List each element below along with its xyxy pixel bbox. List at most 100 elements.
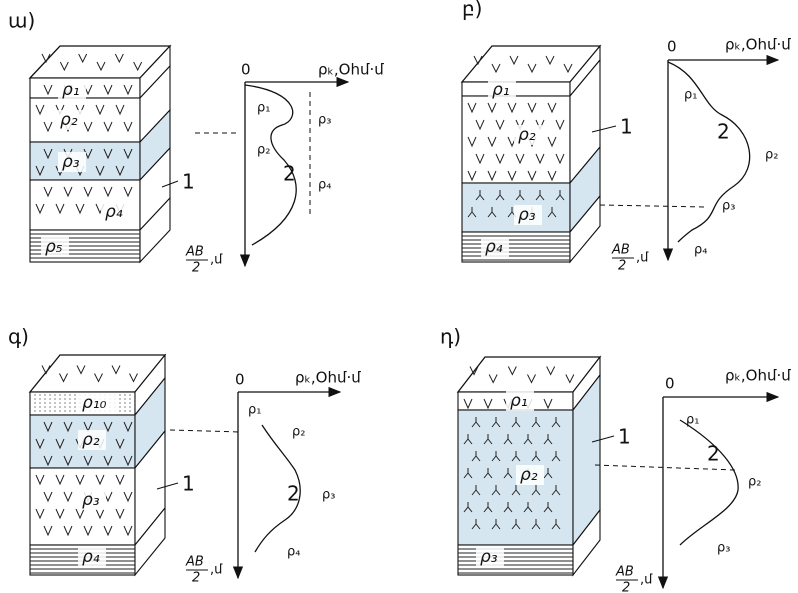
- y-axis-unit: ,մ: [636, 251, 649, 266]
- dot: [124, 398, 125, 399]
- dot: [64, 394, 65, 395]
- dot: [34, 394, 35, 395]
- y-axis-den: 2: [192, 571, 200, 586]
- marker-label: 1: [618, 425, 631, 449]
- dot: [44, 394, 45, 395]
- dot: [49, 398, 50, 399]
- y-axis-den: 2: [192, 261, 200, 276]
- origin-label: 0: [665, 375, 675, 393]
- dashed-line: [595, 465, 735, 470]
- dot: [49, 406, 50, 407]
- dot: [119, 394, 120, 395]
- dot: [119, 406, 120, 407]
- x-axis-label: ρₖ,Օհմ·մ: [725, 36, 791, 54]
- dot: [39, 398, 40, 399]
- curve-label: ρ₄: [694, 243, 707, 258]
- diagram: ա)ρ₁ρ₂ρ₃ρ₄ρ₅10ρₖ,Օհմ·մAB2,մρ₁ρ₂ρ₃ρ₄2բ)ρ₁…: [0, 0, 798, 593]
- dot: [69, 398, 70, 399]
- dot: [129, 410, 130, 411]
- dot: [129, 398, 130, 399]
- dot: [54, 402, 55, 403]
- dot: [64, 402, 65, 403]
- y-axis-unit: ,մ: [640, 573, 653, 588]
- dot: [44, 398, 45, 399]
- dot: [124, 410, 125, 411]
- dot: [69, 394, 70, 395]
- dot: [124, 406, 125, 407]
- layer-label: ρ₂: [82, 430, 100, 450]
- dot: [64, 398, 65, 399]
- dot: [49, 410, 50, 411]
- dot: [134, 410, 135, 411]
- marker-label: 1: [182, 170, 195, 194]
- dot: [124, 394, 125, 395]
- curve-label: ρ₂: [257, 143, 270, 158]
- dot: [74, 398, 75, 399]
- dot: [119, 410, 120, 411]
- sounding-curve: [668, 62, 750, 242]
- layer-label: ρ₁: [492, 80, 510, 100]
- origin-label: 0: [235, 371, 245, 389]
- dot: [134, 402, 135, 403]
- curve-label: ρ₁: [684, 88, 697, 103]
- panel-label: դ): [440, 325, 461, 349]
- layer-label: ρ₄: [105, 202, 123, 222]
- layer-label: ρ₂: [60, 110, 78, 130]
- curve-number: 2: [717, 120, 730, 144]
- curve-number: 2: [707, 442, 720, 466]
- dot: [59, 402, 60, 403]
- layer-label: ρ₃: [82, 490, 100, 510]
- curve-label: ρ₂: [292, 425, 305, 440]
- dot: [34, 406, 35, 407]
- dashed-line: [170, 430, 240, 432]
- curve-label: ρ₃: [717, 541, 730, 556]
- layer-label: ρ₁: [510, 391, 528, 411]
- y-axis-unit: ,մ: [210, 563, 223, 578]
- dot: [39, 394, 40, 395]
- panel-label: բ): [462, 0, 482, 21]
- dot: [39, 410, 40, 411]
- marker-label: 1: [620, 115, 633, 139]
- y-axis-num: AB: [185, 555, 204, 570]
- curve-label: ρ₃: [318, 113, 331, 128]
- dot: [34, 410, 35, 411]
- dot: [64, 410, 65, 411]
- layer-label: ρ₄: [485, 237, 503, 257]
- layer-label: ρ₃: [518, 205, 536, 225]
- curve-label: ρ₂: [765, 148, 778, 163]
- x-axis-label: ρₖ,Օհմ·մ: [725, 367, 791, 385]
- dot: [44, 406, 45, 407]
- curve-label: ρ₂: [748, 475, 761, 490]
- sounding-curve: [680, 420, 738, 545]
- panel: բ)ρ₁ρ₂ρ₃ρ₄10ρₖ,Օհմ·մAB2,մρ₁ρ₂ρ₃ρ₄2: [462, 0, 791, 274]
- layer-label: ρ₅: [45, 237, 63, 257]
- curve-label: ρ₁: [248, 403, 261, 418]
- panel-label: գ): [8, 325, 29, 349]
- x-axis-label: ρₖ,Օհմ·մ: [295, 369, 361, 387]
- dot: [69, 410, 70, 411]
- layer-label: ρ₂: [518, 125, 536, 145]
- origin-label: 0: [241, 61, 251, 79]
- curve-label: ρ₁: [686, 413, 699, 428]
- dot: [54, 410, 55, 411]
- panel-label: ա): [8, 9, 35, 33]
- dot: [119, 398, 120, 399]
- dot: [134, 406, 135, 407]
- dot: [59, 398, 60, 399]
- y-axis-den: 2: [618, 259, 626, 274]
- y-axis-num: AB: [611, 243, 630, 258]
- marker-label: 1: [182, 472, 195, 496]
- curve-label: ρ₃: [722, 199, 735, 214]
- dot: [129, 394, 130, 395]
- layer-label: ρ₄: [82, 547, 100, 567]
- dot: [49, 402, 50, 403]
- dot: [59, 394, 60, 395]
- curve-label: ρ₃: [322, 488, 335, 503]
- dot: [124, 402, 125, 403]
- dot: [54, 406, 55, 407]
- dot: [74, 410, 75, 411]
- curve-number: 2: [283, 162, 296, 186]
- curve-number: 2: [287, 482, 300, 506]
